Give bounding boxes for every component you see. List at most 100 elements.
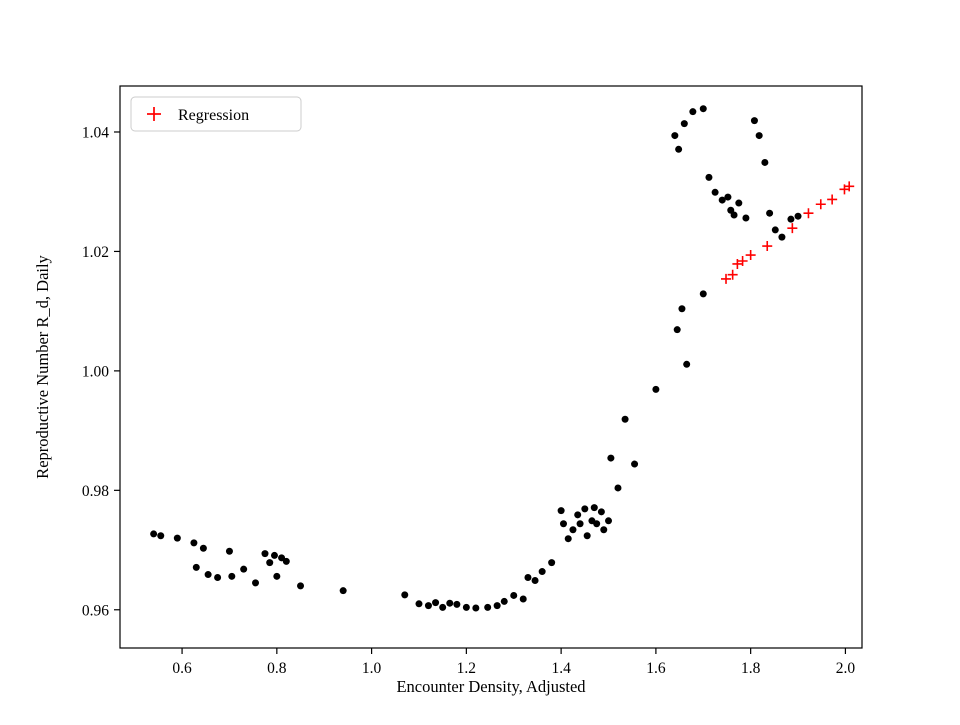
data-point-dot xyxy=(415,600,423,608)
data-point-dot xyxy=(673,326,681,334)
data-point-dot xyxy=(548,559,556,567)
data-point-dot xyxy=(297,582,305,590)
regression-point-plus xyxy=(762,241,773,252)
data-point-dot xyxy=(699,290,707,298)
y-tick-label: 1.04 xyxy=(82,124,109,141)
data-point-dot xyxy=(683,360,691,368)
data-point-dot xyxy=(199,544,207,552)
data-point-dot xyxy=(631,460,639,468)
data-point-dot xyxy=(794,212,802,220)
data-point-dot xyxy=(453,600,461,608)
regression-point-plus xyxy=(727,269,738,280)
data-point-dot xyxy=(559,520,567,528)
regression-point-plus xyxy=(844,181,855,192)
data-point-dot xyxy=(652,385,660,393)
data-point-dot xyxy=(439,603,447,611)
data-point-dot xyxy=(240,565,248,573)
data-point-dot xyxy=(581,505,589,513)
x-tick-label: 0.6 xyxy=(172,660,192,677)
data-point-dot xyxy=(705,173,713,181)
data-point-dot xyxy=(778,233,786,241)
data-point-dot xyxy=(401,591,409,599)
data-point-dot xyxy=(607,454,615,462)
data-point-dot xyxy=(735,199,743,207)
data-point-dot xyxy=(730,211,738,219)
data-point-dot xyxy=(680,120,688,128)
data-point-dot xyxy=(538,568,546,576)
data-point-dot xyxy=(590,504,598,512)
data-point-dot xyxy=(519,595,527,603)
data-point-dot xyxy=(771,226,779,234)
data-point-dot xyxy=(173,534,181,542)
data-point-dot xyxy=(711,188,719,196)
x-tick-label: 1.0 xyxy=(362,660,382,677)
data-point-dot xyxy=(493,602,501,610)
data-point-dot xyxy=(339,587,347,595)
y-tick-label: 1.02 xyxy=(82,244,109,261)
data-point-dot xyxy=(270,551,278,559)
data-point-dot xyxy=(689,108,697,116)
data-point-dot xyxy=(605,517,613,525)
data-point-dot xyxy=(225,547,233,555)
data-point-dot xyxy=(472,604,480,612)
data-point-dot xyxy=(424,602,432,610)
data-point-dot xyxy=(278,554,286,562)
regression-point-plus xyxy=(815,199,826,210)
data-point-dot xyxy=(261,550,269,558)
regression-point-plus xyxy=(787,223,798,234)
data-point-dot xyxy=(228,572,236,580)
data-point-dot xyxy=(576,520,584,528)
regression-point-plus xyxy=(827,194,838,205)
y-tick-label: 1.00 xyxy=(82,363,109,380)
data-point-dot xyxy=(190,539,198,547)
data-point-dot xyxy=(266,559,274,567)
regression-point-plus xyxy=(721,273,732,284)
data-point-dot xyxy=(699,105,707,113)
data-point-dot xyxy=(671,132,679,140)
data-point-dot xyxy=(564,535,572,543)
data-point-dot xyxy=(484,603,492,611)
y-tick-label: 0.96 xyxy=(82,602,109,619)
data-point-dot xyxy=(750,117,758,125)
data-point-dot xyxy=(214,574,222,582)
x-tick-label: 0.8 xyxy=(267,660,287,677)
data-point-dot xyxy=(569,526,577,534)
data-point-dot xyxy=(742,214,750,222)
x-tick-label: 1.2 xyxy=(457,660,476,677)
legend: Regression xyxy=(130,96,302,132)
plot-area xyxy=(119,85,863,649)
data-point-dot xyxy=(574,511,582,519)
data-point-dot xyxy=(557,507,565,515)
data-point-dot xyxy=(761,158,769,166)
data-point-dot xyxy=(500,597,508,605)
data-point-dot xyxy=(787,215,795,223)
regression-point-plus xyxy=(737,255,748,266)
data-point-dot xyxy=(150,530,158,538)
data-point-dot xyxy=(282,557,290,565)
y-axis-label: Reproductive Number R_d, Daily xyxy=(33,254,52,478)
data-point-dot xyxy=(675,145,683,153)
regression-point-plus xyxy=(745,250,756,261)
data-point-dot xyxy=(446,599,454,607)
x-tick-label: 2.0 xyxy=(836,660,856,677)
data-point-dot xyxy=(678,305,686,313)
data-point-dot xyxy=(524,574,532,582)
data-point-dot xyxy=(718,196,726,204)
data-point-dot xyxy=(432,599,440,607)
data-point-dot xyxy=(192,563,200,571)
y-ticks: 0.96 0.98 1.00 1.02 1.04 xyxy=(82,124,120,619)
data-point-dot xyxy=(510,591,518,599)
data-point-dot xyxy=(593,520,601,528)
regression-point-plus xyxy=(803,208,814,219)
x-tick-label: 1.6 xyxy=(646,660,666,677)
data-point-dot xyxy=(597,508,605,516)
data-point-dot xyxy=(583,532,591,540)
data-point-dot xyxy=(766,209,774,217)
legend-box xyxy=(130,96,302,132)
data-point-dot xyxy=(531,577,539,585)
data-point-dot xyxy=(204,571,212,579)
legend-label: Regression xyxy=(178,107,249,124)
data-point-dot xyxy=(600,526,608,534)
data-point-dot xyxy=(621,415,629,423)
